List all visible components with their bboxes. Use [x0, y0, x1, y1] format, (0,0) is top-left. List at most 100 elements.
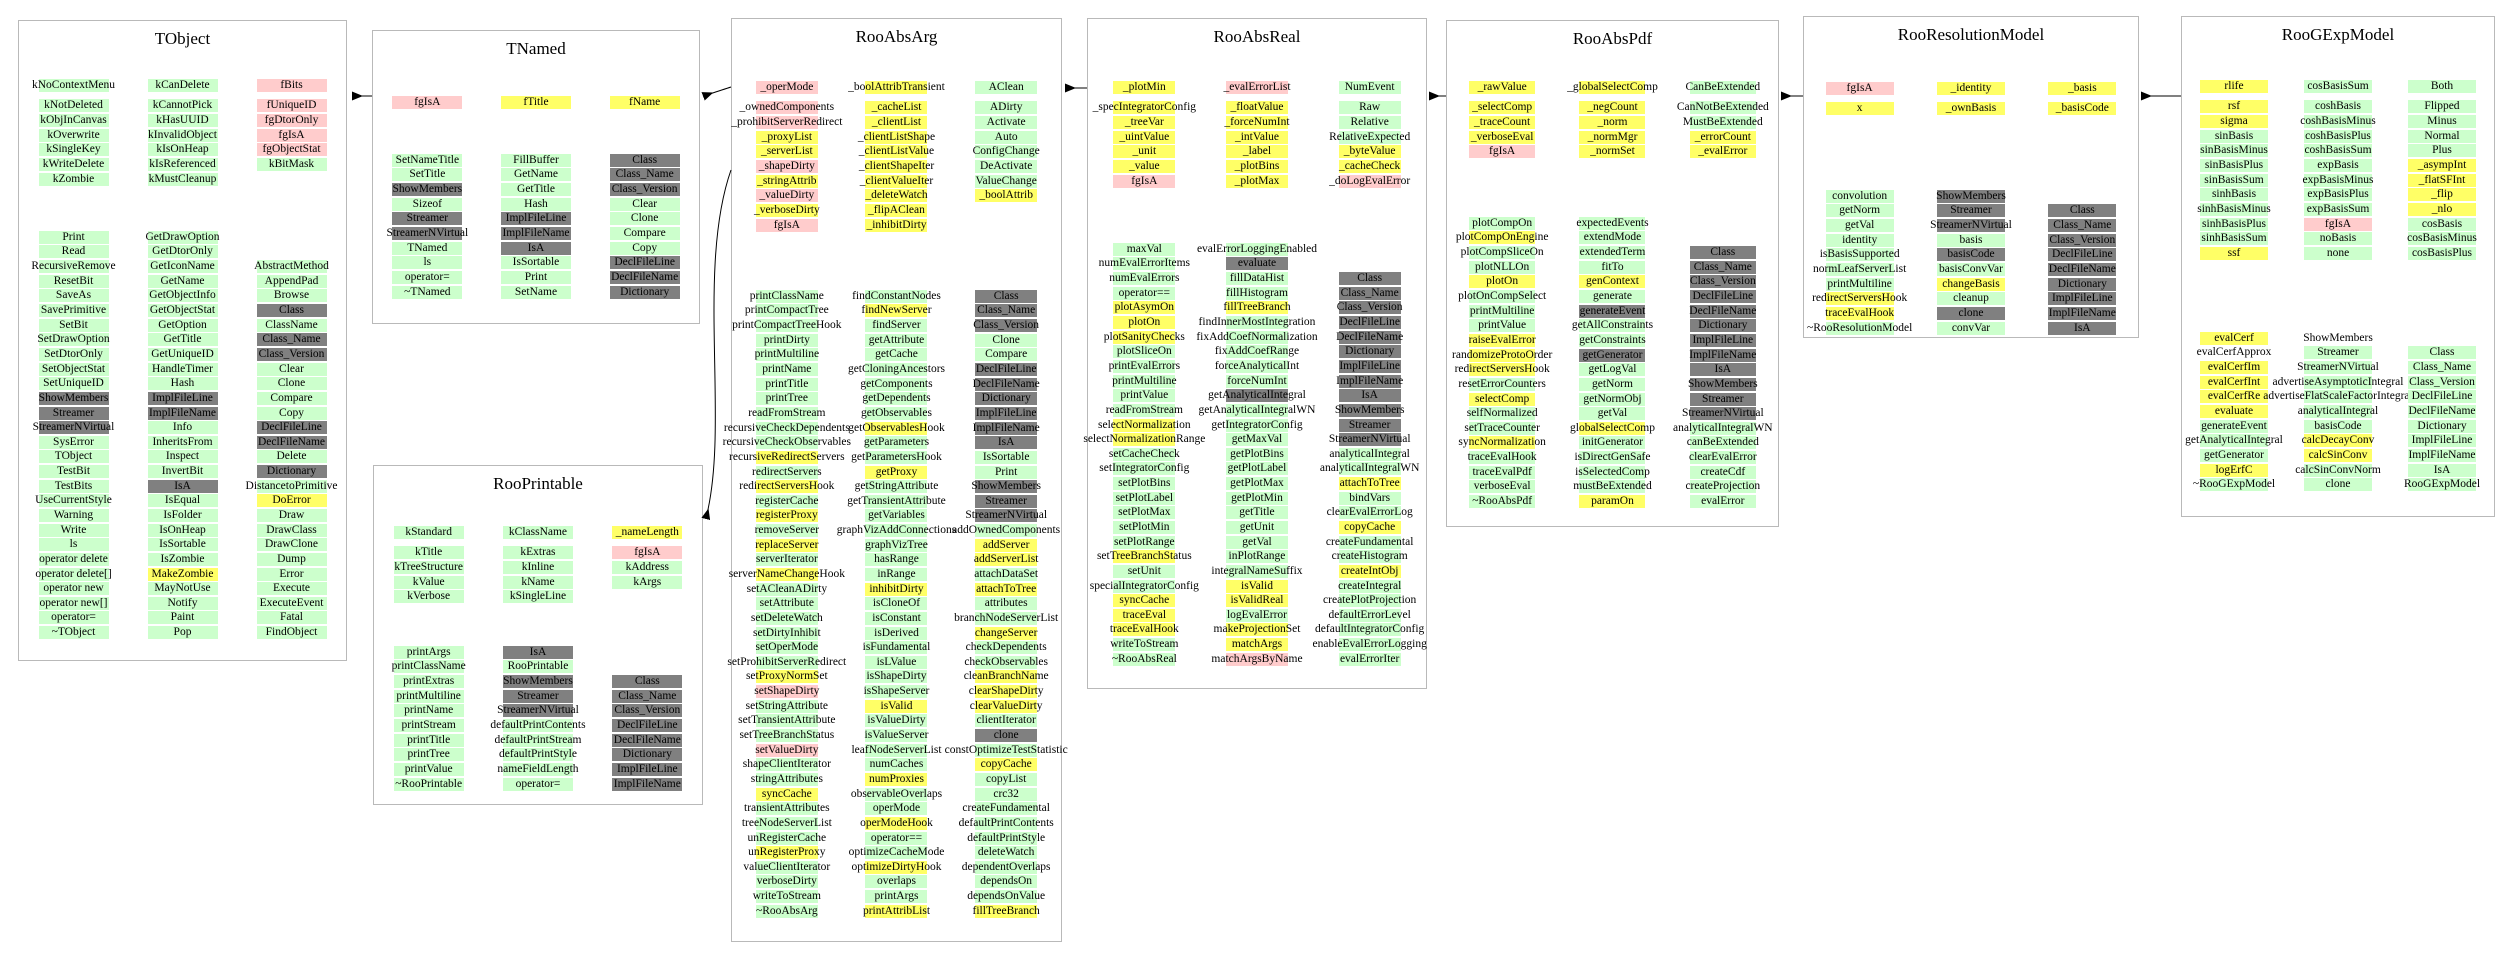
- member-printName[interactable]: printName: [393, 704, 464, 718]
- member-nameFieldLength[interactable]: nameFieldLength: [497, 762, 579, 776]
- member-DeclFileName[interactable]: DeclFileName: [1336, 330, 1403, 344]
- member-fName[interactable]: fName: [609, 95, 680, 109]
- member-setTreeBranchStatus[interactable]: setTreeBranchStatus: [739, 729, 834, 743]
- member-isDirectGenSafe[interactable]: isDirectGenSafe: [1574, 451, 1650, 465]
- member-Copy[interactable]: Copy: [256, 406, 327, 420]
- member-DeclFileName[interactable]: DeclFileName: [2408, 405, 2476, 419]
- member-~RooAbsReal[interactable]: ~RooAbsReal: [1112, 652, 1177, 666]
- member-printDirty[interactable]: printDirty: [755, 333, 818, 347]
- member-Fatal[interactable]: Fatal: [256, 611, 327, 625]
- member-fTitle[interactable]: fTitle: [500, 95, 571, 109]
- member-Dictionary[interactable]: Dictionary: [2408, 419, 2476, 433]
- member-IsA[interactable]: IsA: [975, 436, 1038, 450]
- member-selectNormalizationRange[interactable]: selectNormalizationRange: [1083, 433, 1205, 447]
- member-Streamer[interactable]: Streamer: [975, 494, 1038, 508]
- member-attributes[interactable]: attributes: [975, 597, 1038, 611]
- member-fgDtorOnly[interactable]: fgDtorOnly: [256, 114, 327, 128]
- member-getNorm[interactable]: getNorm: [1579, 377, 1646, 391]
- member-dependentOverlaps[interactable]: dependentOverlaps: [962, 860, 1051, 874]
- member-getAnalyticalIntegral[interactable]: getAnalyticalIntegral: [1208, 389, 1306, 403]
- member-kInline[interactable]: kInline: [502, 561, 573, 575]
- member-redirectServersHook[interactable]: redirectServersHook: [1812, 292, 1907, 306]
- member-_verboseDirty[interactable]: _verboseDirty: [754, 203, 820, 217]
- member-RelativeExpected[interactable]: RelativeExpected: [1329, 130, 1410, 144]
- member-SaveAs[interactable]: SaveAs: [38, 289, 109, 303]
- member-IsSortable[interactable]: IsSortable: [975, 450, 1038, 464]
- member-CanNotBeExtended[interactable]: CanNotBeExtended: [1677, 101, 1769, 115]
- member-IsA[interactable]: IsA: [500, 241, 571, 255]
- member-ImplFileName[interactable]: ImplFileName: [1336, 374, 1403, 388]
- member-DoError[interactable]: DoError: [256, 494, 327, 508]
- member-forceAnalyticalInt[interactable]: forceAnalyticalInt: [1215, 359, 1299, 373]
- member-InheritsFrom[interactable]: InheritsFrom: [147, 435, 218, 449]
- member-analyticalIntegralWN[interactable]: analyticalIntegralWN: [1673, 421, 1773, 435]
- member-IsA[interactable]: IsA: [2408, 463, 2476, 477]
- member-Streamer[interactable]: Streamer: [2304, 346, 2372, 360]
- member-Class_Version[interactable]: Class_Version: [609, 183, 680, 197]
- member-isShapeServer[interactable]: isShapeServer: [864, 685, 929, 699]
- member-kNotDeleted[interactable]: kNotDeleted: [38, 99, 109, 113]
- member-identity[interactable]: identity: [1825, 233, 1894, 247]
- member-Class_Name[interactable]: Class_Name: [2048, 219, 2117, 233]
- member-Clear[interactable]: Clear: [256, 362, 327, 376]
- member-_operMode[interactable]: _operMode: [755, 80, 818, 94]
- member-plotOn[interactable]: plotOn: [1113, 316, 1176, 330]
- member-attachToTree[interactable]: attachToTree: [975, 582, 1038, 596]
- member-DeclFileName[interactable]: DeclFileName: [973, 377, 1040, 391]
- member-NumEvent[interactable]: NumEvent: [1338, 80, 1401, 94]
- member-GetName[interactable]: GetName: [147, 274, 218, 288]
- member-ImplFileLine[interactable]: ImplFileLine: [2408, 434, 2476, 448]
- member-ImplFileName[interactable]: ImplFileName: [500, 227, 571, 241]
- member-defaultErrorLevel[interactable]: defaultErrorLevel: [1328, 608, 1411, 622]
- member-getCloningAncestors[interactable]: getCloningAncestors: [848, 363, 945, 377]
- member-Dictionary[interactable]: Dictionary: [256, 465, 327, 479]
- member-plotCompOnEngine[interactable]: plotCompOnEngine: [1456, 231, 1548, 245]
- member-setIntegratorConfig[interactable]: setIntegratorConfig: [1099, 462, 1189, 476]
- member-DeclFileLine[interactable]: DeclFileLine: [2408, 390, 2476, 404]
- member-ssf[interactable]: ssf: [2200, 246, 2268, 260]
- member-DeclFileLine[interactable]: DeclFileLine: [609, 256, 680, 270]
- member-traceEval[interactable]: traceEval: [1113, 608, 1176, 622]
- member-IsA[interactable]: IsA: [147, 479, 218, 493]
- member-setPlotMin[interactable]: setPlotMin: [1113, 520, 1176, 534]
- member-treeNodeServerList[interactable]: treeNodeServerList: [742, 816, 832, 830]
- member-setOperMode[interactable]: setOperMode: [756, 641, 818, 655]
- member-RooPrintable[interactable]: RooPrintable: [502, 660, 573, 674]
- member-operator delete[][interactable]: operator delete[]: [35, 567, 112, 581]
- member-overlaps[interactable]: overlaps: [865, 875, 928, 889]
- member-fixAddCoefRange[interactable]: fixAddCoefRange: [1215, 345, 1299, 359]
- member-defaultPrintStream[interactable]: defaultPrintStream: [495, 733, 581, 747]
- member-_traceCount[interactable]: _traceCount: [1469, 116, 1536, 130]
- member-generate[interactable]: generate: [1579, 290, 1646, 304]
- member-isDerived[interactable]: isDerived: [865, 626, 928, 640]
- member-unRegisterProxy[interactable]: unRegisterProxy: [748, 846, 825, 860]
- member-Class_Name[interactable]: Class_Name: [2408, 361, 2476, 375]
- member-traceEvalHook[interactable]: traceEvalHook: [1825, 306, 1894, 320]
- member-analyticalIntegralWN[interactable]: analyticalIntegralWN: [1320, 462, 1419, 476]
- member-kWriteDelete[interactable]: kWriteDelete: [38, 158, 109, 172]
- member-kArgs[interactable]: kArgs: [612, 575, 683, 589]
- member-_prohibitServerRedirect[interactable]: _prohibitServerRedirect: [731, 116, 842, 130]
- class-title-RooGExpModel[interactable]: RooGExpModel: [2281, 25, 2395, 44]
- member-ImplFileLine[interactable]: ImplFileLine: [612, 762, 683, 776]
- member-Info[interactable]: Info: [147, 421, 218, 435]
- member-recursiveCheckDependents[interactable]: recursiveCheckDependents: [724, 421, 850, 435]
- member-fgIsA[interactable]: fgIsA: [612, 546, 683, 560]
- member-findServer[interactable]: findServer: [865, 319, 928, 333]
- member-IsFolder[interactable]: IsFolder: [147, 508, 218, 522]
- member-_doLogEvalError[interactable]: _doLogEvalError: [1329, 174, 1410, 188]
- member-setProhibitServerRedirect[interactable]: setProhibitServerRedirect: [727, 655, 846, 669]
- member-plotOnCompSelect[interactable]: plotOnCompSelect: [1458, 290, 1546, 304]
- member-fgIsA[interactable]: fgIsA: [2304, 217, 2372, 231]
- member-setACleanADirty[interactable]: setACleanADirty: [747, 582, 827, 596]
- member-Class_Version[interactable]: Class_Version: [612, 704, 683, 718]
- member-Write[interactable]: Write: [38, 523, 109, 537]
- member-~RooAbsArg[interactable]: ~RooAbsArg: [755, 904, 818, 918]
- member-advertiseAsymptoticIntegral[interactable]: advertiseAsymptoticIntegral: [2273, 375, 2403, 389]
- member-inhibitDirty[interactable]: inhibitDirty: [865, 582, 928, 596]
- member-operMode[interactable]: operMode: [865, 802, 928, 816]
- member-FindObject[interactable]: FindObject: [256, 626, 327, 640]
- member-Compare[interactable]: Compare: [975, 348, 1038, 362]
- member-convolution[interactable]: convolution: [1825, 189, 1894, 203]
- member-kSingleKey[interactable]: kSingleKey: [38, 143, 109, 157]
